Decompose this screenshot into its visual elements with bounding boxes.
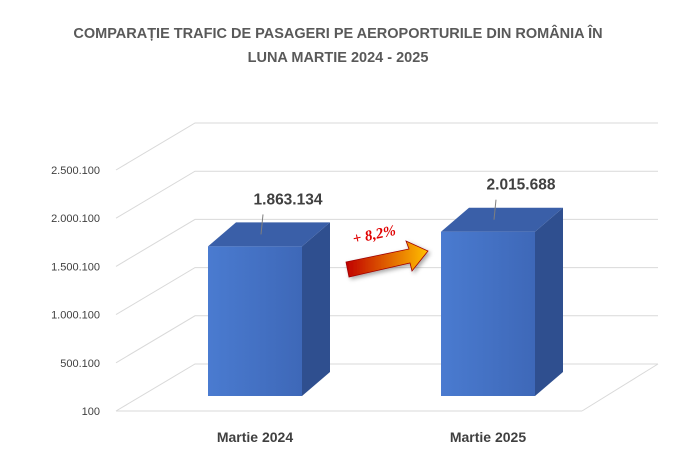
y-tick-label: 100 <box>82 406 100 418</box>
data-label: 1.863.134 <box>254 191 323 208</box>
gridline <box>115 267 658 316</box>
y-tick-label: 500.100 <box>60 358 100 370</box>
bars-layer <box>208 207 563 396</box>
data-labels-layer: 1.863.134 2.015.688 <box>254 177 556 235</box>
chart-title-line-1: COMPARAȚIE TRAFIC DE PASAGERI PE AEROPOR… <box>73 26 603 42</box>
gridline <box>115 315 658 364</box>
y-tick-label: 2.000.100 <box>51 213 100 225</box>
x-category-label: Martie 2025 <box>450 429 526 445</box>
gridline <box>115 170 658 219</box>
data-label-leader-line <box>260 214 264 235</box>
gridline <box>115 122 658 171</box>
data-label-leader-line <box>493 199 497 220</box>
growth-percentage-label: + 8,2% <box>351 223 397 248</box>
x-category-label: Martie 2024 <box>217 429 293 445</box>
y-tick-label: 1.000.100 <box>51 310 100 322</box>
chart-title-line-2: LUNA MARTIE 2024 - 2025 <box>247 50 429 66</box>
bar-front-face <box>441 231 535 396</box>
bar <box>441 207 563 396</box>
y-axis-ticks: 100 500.100 1.000.100 1.500.100 2.000.100 2.5… <box>51 165 100 418</box>
x-axis-categories: Martie 2024 Martie 2025 <box>217 429 526 445</box>
bar-side-face <box>302 222 330 396</box>
bar <box>208 222 330 396</box>
bar-side-face <box>535 207 563 396</box>
y-tick-label: 1.500.100 <box>51 261 100 273</box>
growth-arrow-icon <box>345 240 429 278</box>
data-label: 2.015.688 <box>487 177 556 194</box>
floor-side-edge <box>581 363 659 412</box>
chart-title: COMPARAȚIE TRAFIC DE PASAGERI PE AEROPOR… <box>0 22 676 70</box>
bar-front-face <box>208 246 302 396</box>
gridline <box>115 363 658 412</box>
growth-annotation: + 8,2% <box>345 223 429 278</box>
bar-top-face <box>208 222 330 247</box>
bar-top-face <box>441 207 563 232</box>
y-tick-label: 2.500.100 <box>51 165 100 177</box>
